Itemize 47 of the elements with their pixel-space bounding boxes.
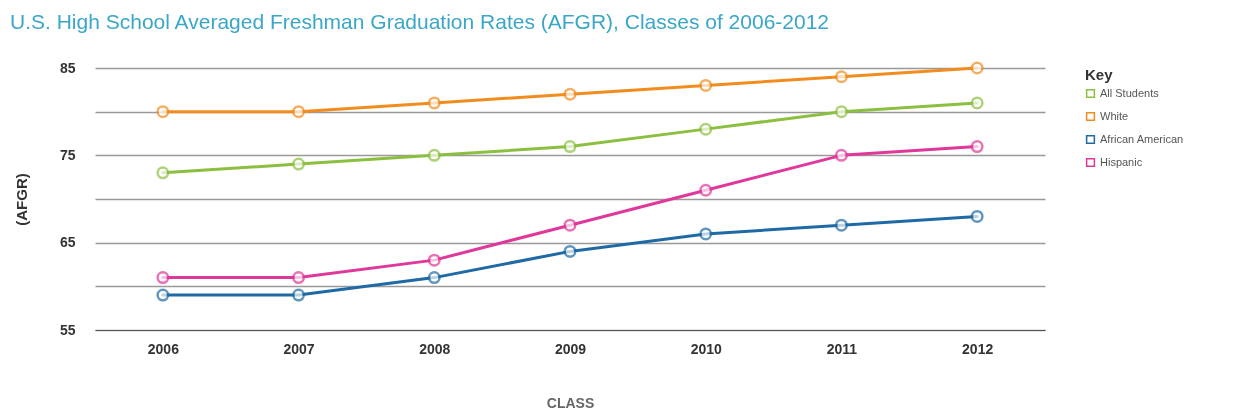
point bbox=[427, 271, 441, 285]
point bbox=[699, 183, 713, 197]
chart-title: U.S. High School Averaged Freshman Graduation Rates (AFGR), Classes of 2006-2012 bbox=[10, 9, 830, 33]
point bbox=[292, 271, 306, 285]
point bbox=[970, 209, 984, 223]
point bbox=[970, 140, 984, 154]
legend-label: African American bbox=[1100, 132, 1184, 145]
x-tick-label: 2008 bbox=[419, 340, 451, 357]
point bbox=[834, 70, 848, 84]
x-tick-label: 2011 bbox=[826, 340, 858, 357]
point bbox=[563, 244, 577, 258]
point bbox=[292, 157, 306, 171]
point bbox=[292, 288, 306, 302]
point bbox=[970, 61, 984, 75]
x-tick-label: 2006 bbox=[147, 340, 180, 357]
y-axis-title: (AFGR) bbox=[12, 173, 30, 226]
y-tick-label: 65 bbox=[59, 234, 76, 251]
point bbox=[427, 253, 441, 267]
point bbox=[427, 148, 441, 162]
point bbox=[563, 87, 577, 101]
legend-label: Hispanic bbox=[1100, 155, 1143, 168]
point bbox=[156, 288, 170, 302]
point bbox=[834, 218, 848, 232]
x-axis-title: CLASS bbox=[546, 394, 595, 411]
point bbox=[427, 96, 441, 110]
legend-label: White bbox=[1100, 109, 1129, 122]
legend-title: Key bbox=[1085, 66, 1114, 83]
point bbox=[699, 227, 713, 241]
point bbox=[834, 105, 848, 119]
y-tick-label: 55 bbox=[59, 321, 76, 338]
x-tick-label: 2010 bbox=[690, 340, 722, 357]
x-tick-label: 2007 bbox=[283, 340, 315, 357]
y-tick-label: 85 bbox=[59, 59, 76, 76]
point bbox=[699, 122, 713, 136]
x-tick-label: 2012 bbox=[962, 340, 994, 357]
point bbox=[292, 105, 306, 119]
y-tick-label: 75 bbox=[59, 146, 76, 163]
point bbox=[834, 148, 848, 162]
point bbox=[970, 96, 984, 110]
point bbox=[699, 78, 713, 92]
legend-label: All Students bbox=[1100, 86, 1160, 99]
point bbox=[156, 166, 170, 180]
point bbox=[563, 140, 577, 154]
point bbox=[156, 105, 170, 119]
x-tick-label: 2009 bbox=[554, 340, 587, 357]
point bbox=[156, 271, 170, 285]
point bbox=[563, 218, 577, 232]
